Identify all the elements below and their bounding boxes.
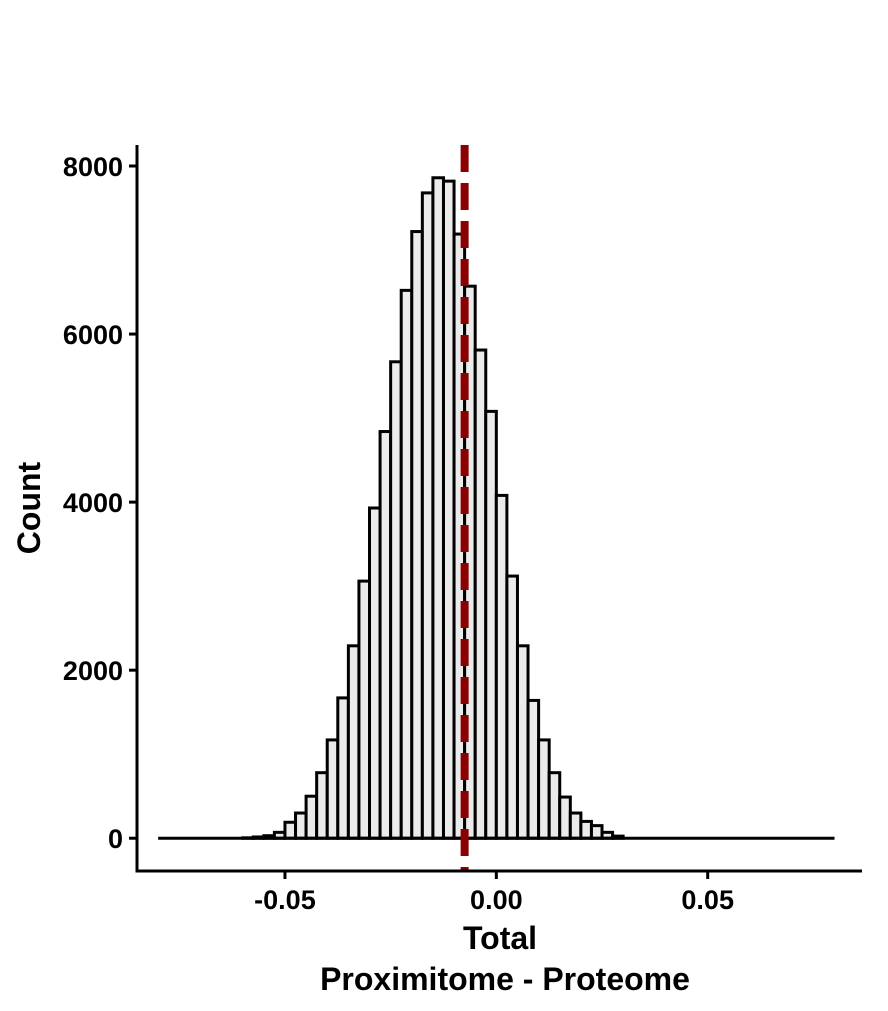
histogram-bar — [389, 360, 403, 840]
histogram-bar — [399, 288, 414, 840]
histogram-bar — [336, 696, 350, 840]
histogram-bar — [515, 644, 530, 840]
histogram-bar — [378, 430, 393, 840]
histogram-bar — [494, 493, 509, 840]
histogram-bar — [589, 824, 604, 840]
x-axis-ticks: -0.05 0.00 0.05 — [254, 871, 734, 915]
histogram-bar — [473, 348, 488, 840]
y-tick-label: 2000 — [63, 656, 123, 686]
histogram-bar — [410, 230, 424, 840]
x-axis-title: Total — [463, 920, 537, 956]
histogram-bar — [294, 811, 308, 840]
histogram-bar — [304, 794, 319, 840]
histogram-bar — [558, 795, 572, 840]
histogram-bar — [346, 644, 361, 840]
histogram-bar — [537, 738, 551, 840]
histogram-bar — [420, 191, 435, 840]
y-tick-label: 0 — [108, 824, 123, 854]
histogram-bar — [325, 738, 340, 840]
x-tick-label: 0.00 — [470, 885, 523, 915]
histogram-bars — [241, 176, 625, 840]
x-tick-label: 0.05 — [681, 885, 734, 915]
histogram-bar — [315, 771, 329, 840]
y-axis-ticks: 0 2000 4000 6000 8000 — [63, 152, 137, 854]
histogram-bar — [505, 574, 519, 840]
histogram-bar — [368, 506, 382, 840]
histogram-bar — [283, 820, 298, 840]
histogram-bar — [357, 579, 372, 840]
histogram-bar — [526, 698, 541, 840]
histogram-bar — [441, 179, 456, 840]
x-axis-subtitle: Proximitome - Proteome — [320, 961, 690, 997]
y-tick-label: 6000 — [63, 320, 123, 350]
histogram-bar — [579, 819, 593, 840]
y-tick-label: 4000 — [63, 488, 123, 518]
histogram-bar — [547, 771, 562, 840]
x-tick-label: -0.05 — [254, 885, 316, 915]
histogram-bar — [484, 409, 498, 840]
y-tick-label: 8000 — [63, 152, 123, 182]
y-axis-title: Count — [11, 461, 47, 554]
histogram-bar — [568, 811, 583, 840]
histogram-bar — [431, 176, 445, 840]
